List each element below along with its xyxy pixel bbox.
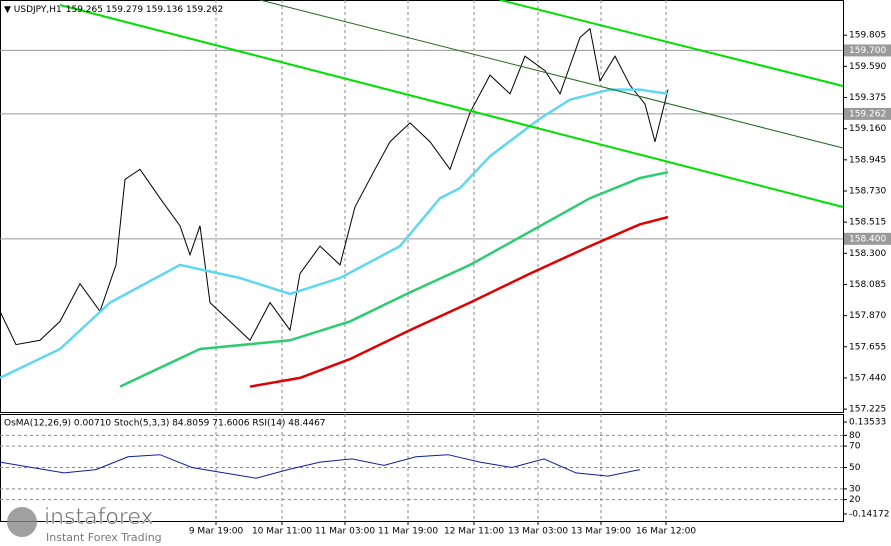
channel-line: [499, 0, 844, 87]
series-line: [0, 454, 641, 479]
level-label: 158.400: [849, 234, 886, 244]
y-tick-label: 80: [849, 431, 861, 441]
x-tick-label: 11 Mar 19:00: [378, 527, 438, 537]
y-tick-label: 159.160: [849, 124, 886, 134]
y-tick-label: 158.730: [849, 187, 886, 197]
level-label: 159.700: [849, 46, 886, 56]
series-line: [249, 215, 669, 388]
y-tick-label: 159.375: [849, 93, 886, 103]
watermark-tagline: Instant Forex Trading: [46, 531, 162, 544]
level-label: 159.262: [849, 109, 886, 119]
ohlc: 159.265 159.279 159.136 159.262: [66, 5, 223, 15]
y-tick-label: 50: [849, 463, 861, 473]
x-tick-label: 13 Mar 03:00: [508, 527, 568, 537]
x-tick-label: 13 Mar 19:00: [571, 527, 631, 537]
indicator-header: OsMA(12,26,9) 0.00710 Stoch(5,3,3) 84.80…: [4, 419, 326, 429]
y2-tick-label: -0.14172: [849, 509, 889, 519]
y-tick-label: 158.515: [849, 218, 886, 228]
y-tick-label: 157.655: [849, 342, 886, 352]
y-tick-label: 157.440: [849, 373, 886, 383]
y-tick-label: 159.590: [849, 62, 886, 72]
level-label-box: [844, 107, 891, 120]
trend-line: [259, 0, 844, 149]
watermark: instaforex Instant Forex Trading: [7, 505, 162, 544]
main-panel-frame: [0, 0, 844, 413]
y-tick-label: 158.945: [849, 155, 886, 165]
x-tick-label: 16 Mar 12:00: [636, 527, 696, 537]
watermark-logo: [7, 507, 37, 537]
y-tick-label: 157.870: [849, 311, 886, 321]
y-tick-label: 157.225: [849, 405, 886, 415]
level-label-box: [844, 44, 891, 57]
series-line: [0, 27, 669, 346]
y-tick-label: 159.805: [849, 31, 886, 41]
y-tick-label: 30: [849, 484, 861, 494]
watermark-brand: instaforex: [44, 505, 154, 530]
symbol-name: USDJPY,H1: [14, 5, 62, 15]
y2-tick-label: 0.13533: [849, 417, 886, 427]
y-tick-label: 70: [849, 442, 861, 452]
symbol: ▼: [4, 5, 14, 15]
level-label-box: [844, 232, 891, 245]
channel-line: [59, 4, 844, 208]
y-tick-label: 158.300: [849, 249, 886, 259]
series-line: [0, 88, 669, 380]
x-tick-label: 10 Mar 11:00: [252, 527, 312, 537]
x-tick-label: 9 Mar 19:00: [189, 527, 244, 537]
symbol-header: ▼ USDJPY,H1 159.265 159.279 159.136 159.2…: [4, 5, 223, 15]
x-tick-label: 12 Mar 11:00: [444, 527, 504, 537]
y-tick-label: 158.085: [849, 280, 886, 290]
y-tick-label: 20: [849, 495, 861, 505]
x-tick-label: 11 Mar 03:00: [315, 527, 375, 537]
series-line: [119, 170, 669, 388]
